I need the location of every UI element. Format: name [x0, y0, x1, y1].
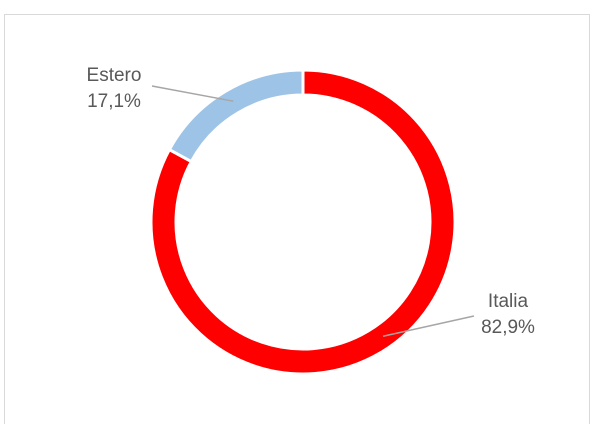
chart-frame [4, 14, 590, 424]
label-italia-value: 82,9% [481, 317, 535, 338]
label-estero-value: 17,1% [87, 91, 141, 112]
leader-line-estero [151, 85, 234, 102]
donut-slice-italia [149, 68, 457, 376]
leader-lines [151, 85, 475, 338]
label-estero-category: Estero [87, 65, 142, 86]
label-italia-category: Italia [488, 291, 529, 312]
leader-line-italia [382, 315, 475, 338]
donut-slice-estero [167, 68, 305, 164]
donut-slices [149, 68, 457, 376]
